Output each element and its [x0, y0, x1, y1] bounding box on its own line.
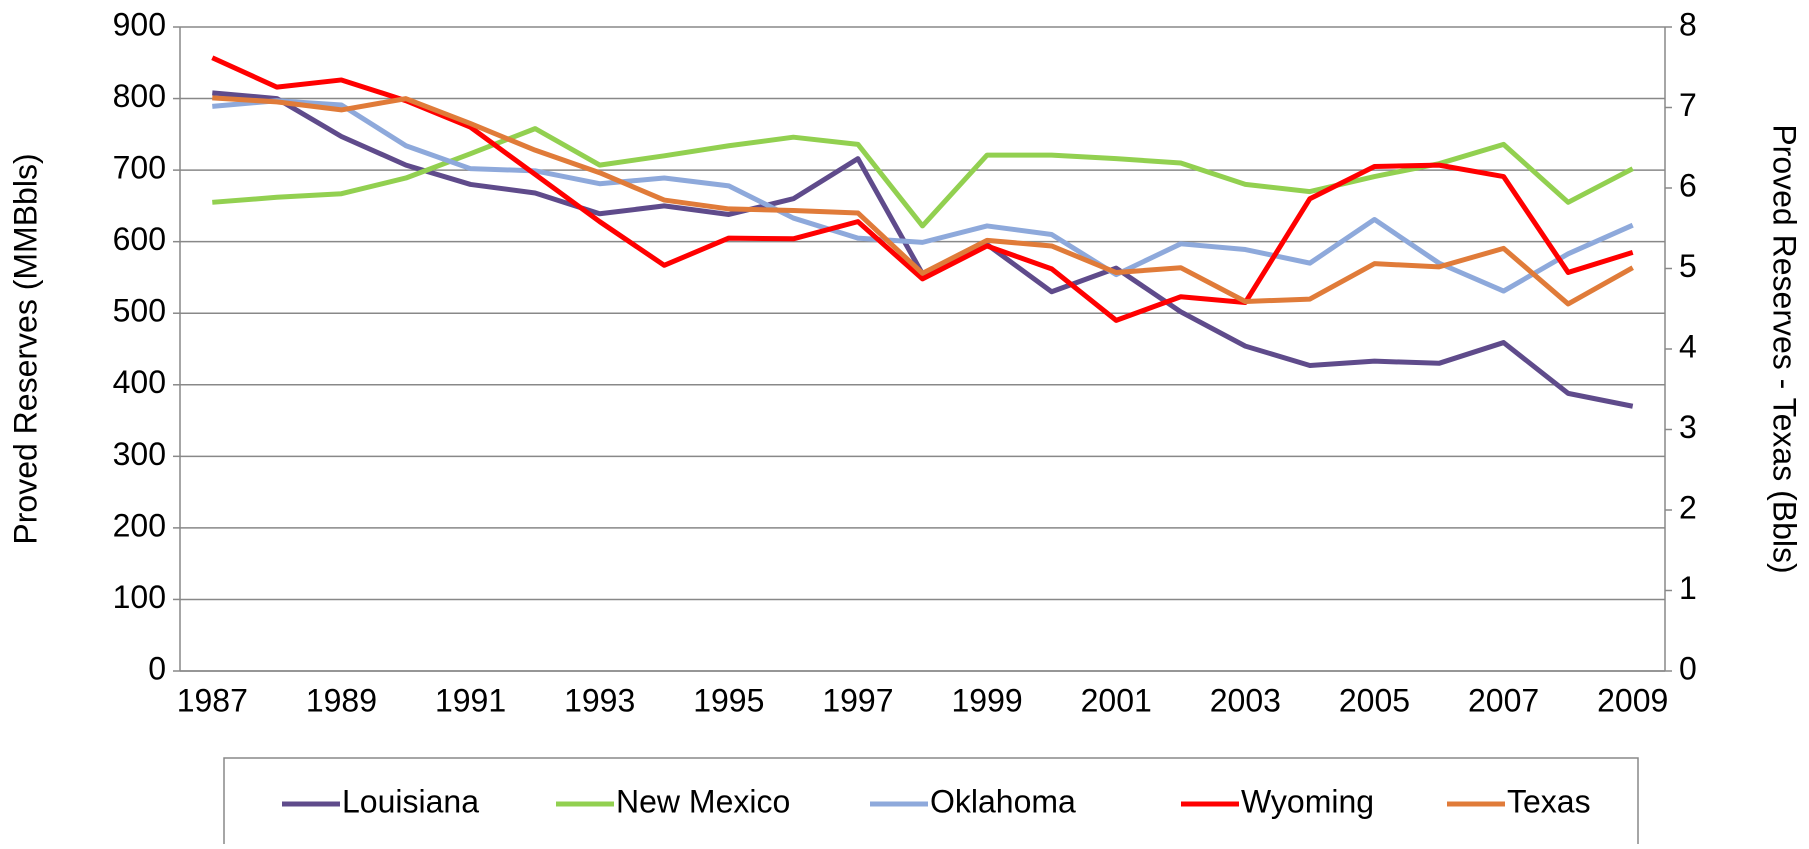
y2-tick-label: 8: [1679, 6, 1697, 42]
y2-tick-label: 2: [1679, 489, 1697, 525]
y-tick-label: 400: [113, 364, 166, 400]
x-tick-label: 1991: [435, 682, 506, 718]
y-tick-label: 0: [148, 650, 166, 686]
series-line: [212, 126, 1634, 229]
y-tick-label: 200: [113, 507, 166, 543]
y-tick-label: 700: [113, 150, 166, 186]
x-tick-label: 1999: [951, 682, 1022, 718]
y2-tick-label: 7: [1679, 87, 1697, 123]
series-line: [212, 95, 1634, 307]
legend-label: Louisiana: [342, 783, 479, 819]
y2-tick-label: 1: [1679, 570, 1697, 606]
series-line: [212, 98, 1634, 294]
y-tick-label: 100: [113, 579, 166, 615]
x-tick-label: 2007: [1468, 682, 1539, 718]
x-tick-label: 1989: [306, 682, 377, 718]
x-tick-label: 1987: [177, 682, 248, 718]
y-tick-label: 800: [113, 78, 166, 114]
x-tick-label: 2003: [1210, 682, 1281, 718]
y-tick-label: 600: [113, 221, 166, 257]
series-line: [211, 55, 1634, 323]
legend-label: New Mexico: [616, 783, 790, 819]
y2-tick-label: 0: [1679, 650, 1697, 686]
legend-label: Oklahoma: [930, 783, 1076, 819]
y2-axis-label: Proved Reserves - Texas (Bbls): [1767, 124, 1803, 573]
x-tick-label: 2005: [1339, 682, 1410, 718]
y2-tick-label: 6: [1679, 167, 1697, 203]
x-tick-label: 1997: [822, 682, 893, 718]
x-tick-label: 2009: [1597, 682, 1668, 718]
y-tick-label: 500: [113, 293, 166, 329]
y2-tick-label: 5: [1679, 248, 1697, 284]
y2-tick-label: 4: [1679, 328, 1697, 364]
legend-label: Texas: [1507, 783, 1591, 819]
y-tick-label: 300: [113, 436, 166, 472]
y2-tick-label: 3: [1679, 409, 1697, 445]
x-tick-label: 1993: [564, 682, 635, 718]
legend-label: Wyoming: [1241, 783, 1374, 819]
x-tick-label: 2001: [1081, 682, 1152, 718]
y-axis-label: Proved Reserves (MMBbls): [7, 153, 43, 544]
y-tick-label: 900: [113, 6, 166, 42]
x-tick-label: 1995: [693, 682, 764, 718]
